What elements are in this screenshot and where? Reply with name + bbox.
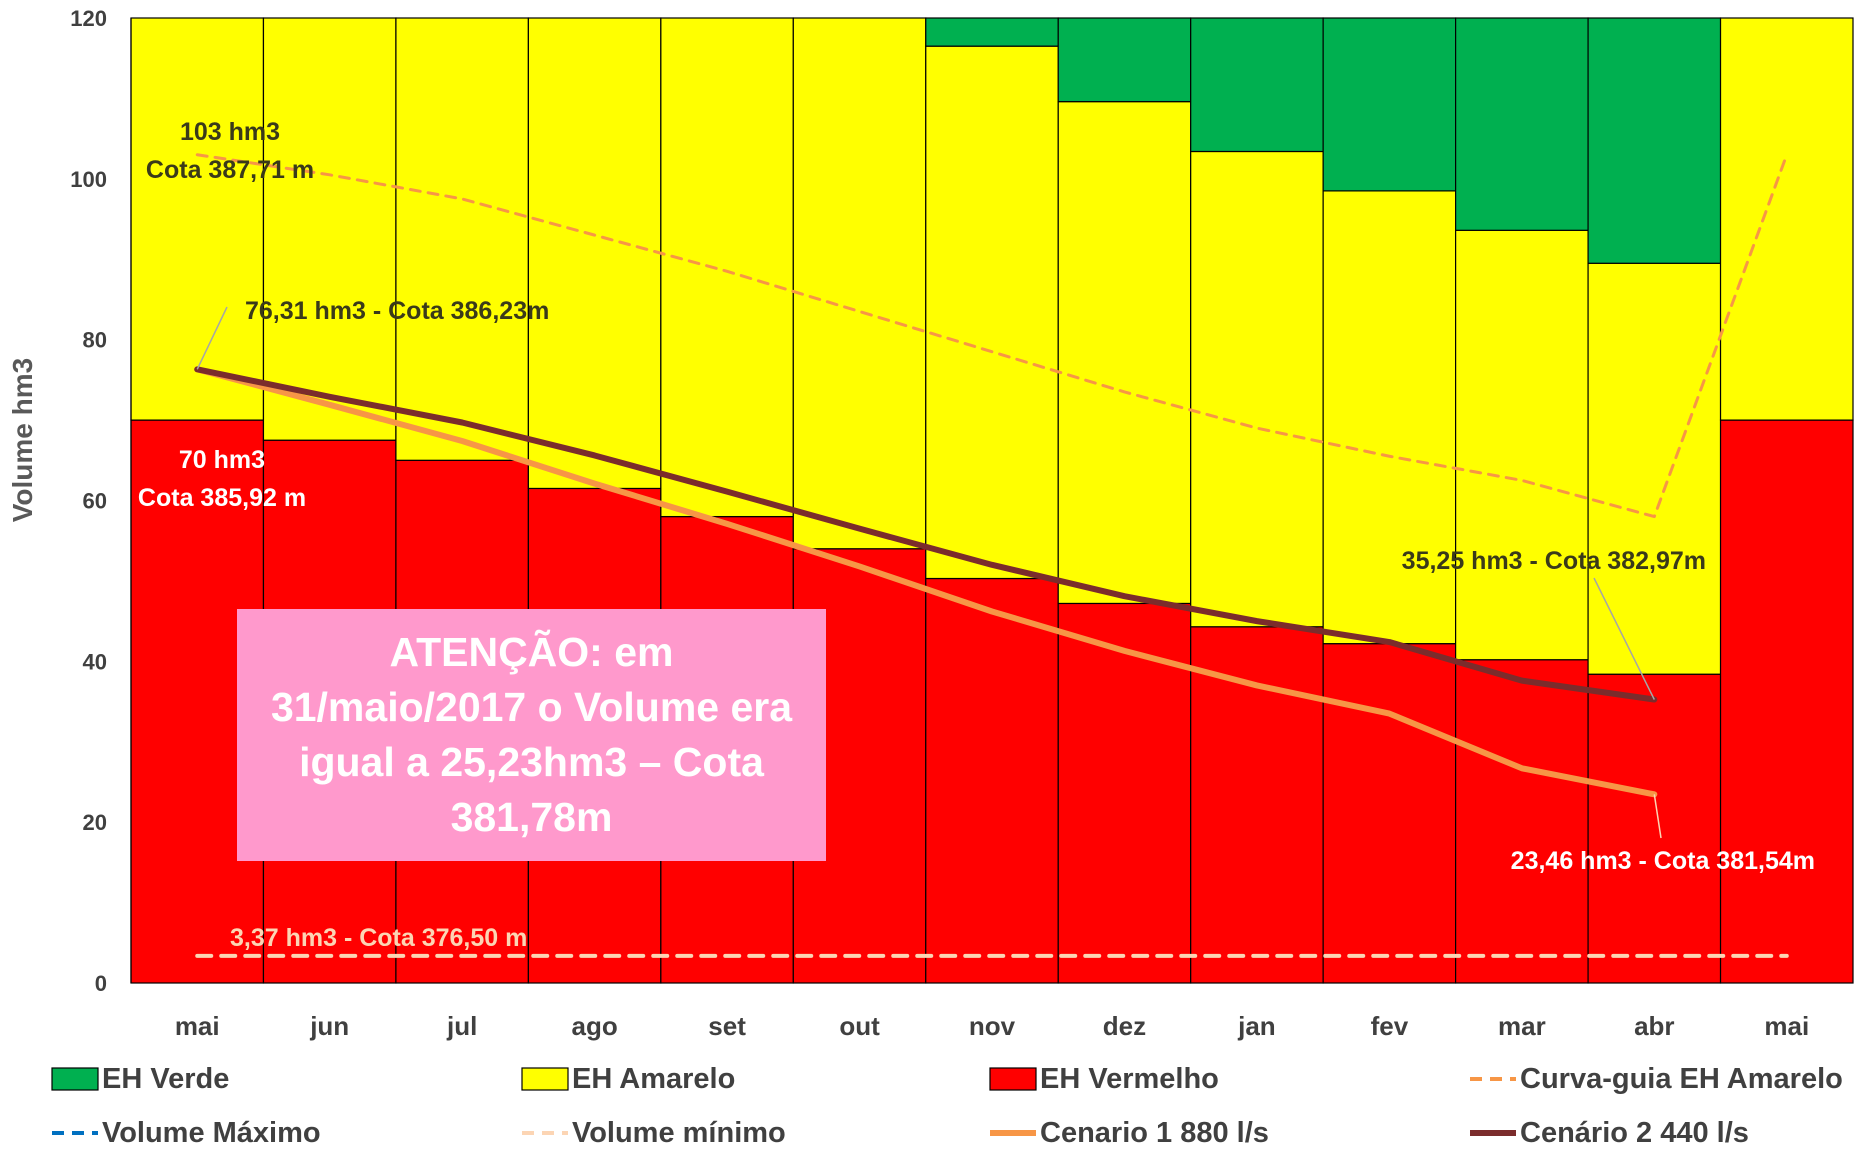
y-tick-label: 60	[83, 489, 107, 514]
leader-scenario1-end	[1653, 794, 1662, 839]
y-axis-title: Volume hm3	[7, 358, 38, 522]
leader-scenario2-end	[1593, 577, 1655, 700]
annotation-red-threshold: Cota 385,92 m	[138, 484, 306, 512]
bar-eh-amarelo-7	[1057, 101, 1192, 605]
bar-eh-vermelho-8	[1190, 626, 1324, 984]
series-line-cenario-1-880-l-s	[194, 366, 1658, 798]
bar-eh-verde-10	[1455, 17, 1589, 231]
bar-eh-amarelo-5	[792, 17, 927, 550]
annotation-red-threshold: 70 hm3	[179, 446, 265, 474]
bar-eh-amarelo-3	[527, 17, 662, 490]
leader-start-volume	[196, 306, 228, 370]
y-tick-label: 20	[83, 810, 107, 835]
legend-swatch	[51, 1067, 99, 1091]
bar-eh-vermelho-11	[1587, 673, 1722, 984]
bar-eh-vermelho-7	[1057, 602, 1192, 984]
y-tick-label: 100	[70, 167, 107, 192]
y-tick-label: 80	[83, 328, 107, 353]
x-tick-label: jan	[1237, 1011, 1276, 1041]
series-line-cen-rio-2-440-l-s	[194, 366, 1658, 703]
x-tick-label: dez	[1103, 1011, 1146, 1041]
x-tick-label: jul	[446, 1011, 477, 1041]
bar-eh-amarelo-8	[1190, 150, 1324, 628]
x-tick-label: fev	[1371, 1011, 1409, 1041]
bar-eh-verde-7	[1057, 17, 1192, 103]
annotation-min-volume: 3,37 hm3 - Cota 376,50 m	[230, 924, 527, 952]
series-line-curva-guia-eh-amarelo	[195, 153, 1789, 519]
legend-label: Volume mínimo	[572, 1117, 786, 1149]
lines-layer	[194, 153, 1789, 958]
bar-eh-amarelo-6	[925, 45, 1059, 580]
bar-eh-vermelho-12	[1719, 419, 1854, 984]
bar-eh-amarelo-9	[1322, 190, 1457, 645]
x-tick-label: jun	[309, 1011, 349, 1041]
legend-label: EH Verde	[102, 1063, 229, 1095]
x-tick-label: mai	[1764, 1011, 1809, 1041]
legend-label: Cenário 2 440 l/s	[1520, 1117, 1749, 1149]
bar-eh-amarelo-12	[1719, 17, 1854, 421]
legend-swatch	[521, 1067, 569, 1091]
annotation-start-volume: 76,31 hm3 - Cota 386,23m	[245, 297, 549, 325]
x-tick-label: nov	[969, 1011, 1016, 1041]
x-tick-label: mar	[1498, 1011, 1546, 1041]
x-tick-label: mai	[175, 1011, 220, 1041]
bar-eh-verde-6	[925, 17, 1059, 47]
x-tick-label: abr	[1634, 1011, 1674, 1041]
bar-eh-vermelho-10	[1455, 659, 1589, 984]
legend-label: EH Amarelo	[572, 1063, 735, 1095]
legend-label: EH Vermelho	[1040, 1063, 1219, 1095]
bar-eh-amarelo-11	[1587, 262, 1722, 675]
x-tick-label: set	[708, 1011, 746, 1041]
bar-eh-amarelo-2	[395, 17, 529, 461]
bar-eh-amarelo-4	[660, 17, 794, 518]
bar-eh-vermelho-6	[925, 577, 1059, 984]
legend-swatch	[989, 1067, 1037, 1091]
legend-label: Curva-guia EH Amarelo	[1520, 1063, 1843, 1095]
bar-eh-verde-11	[1587, 17, 1722, 264]
bar-eh-vermelho-9	[1322, 643, 1457, 984]
bar-eh-verde-8	[1190, 17, 1324, 153]
annotations-layer: 103 hm3 Cota 387,71 m 76,31 hm3 - Cota 386…	[138, 118, 1815, 952]
bar-eh-amarelo-10	[1455, 229, 1589, 661]
legend-label: Volume Máximo	[102, 1117, 321, 1149]
x-tick-label: out	[839, 1011, 880, 1041]
x-tick-label: ago	[571, 1011, 617, 1041]
y-tick-label: 120	[70, 6, 107, 31]
annotation-max-volume: Cota 387,71 m	[146, 156, 314, 184]
attention-notice: ATENÇÃO: em 31/maio/2017 o Volume era ig…	[237, 609, 826, 861]
annotation-scenario1-end: 23,46 hm3 - Cota 381,54m	[1511, 847, 1815, 875]
bar-eh-amarelo-1	[262, 17, 397, 441]
annotation-max-volume: 103 hm3	[180, 118, 280, 146]
annotation-scenario2-end: 35,25 hm3 - Cota 382,97m	[1402, 547, 1706, 575]
axes-layer: 0 20 40 60 80 100 120 mai jun jul ago set out nov dez j…	[70, 6, 1809, 1041]
legend: EH Verde EH Amarelo EH Vermelho Curva-guia …	[51, 1063, 1843, 1149]
bar-eh-amarelo-0	[130, 17, 265, 421]
y-tick-label: 0	[95, 971, 107, 996]
legend-label: Cenario 1 880 l/s	[1040, 1117, 1269, 1149]
bar-eh-verde-9	[1322, 17, 1457, 192]
y-tick-label: 40	[83, 649, 107, 674]
